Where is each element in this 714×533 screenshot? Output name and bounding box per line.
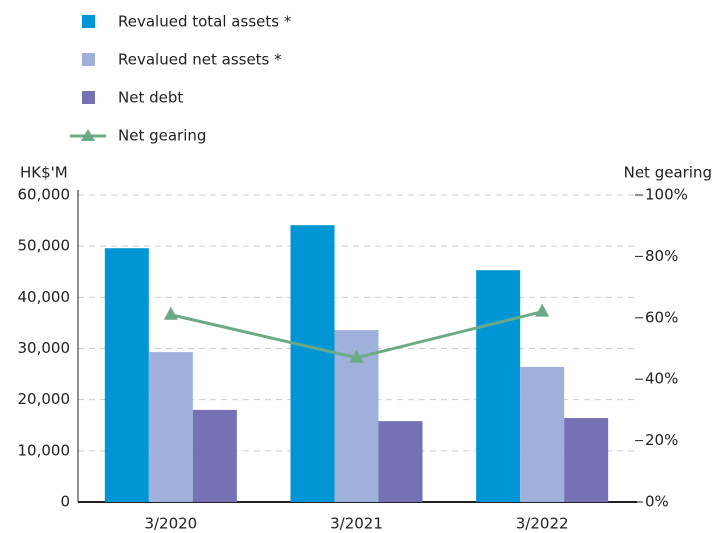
y2-tick-label: 20%	[645, 431, 678, 449]
legend-label: Revalued total assets *	[118, 13, 292, 31]
y-tick-label: 0	[60, 493, 70, 511]
y-axis-label: HK$'M	[20, 164, 68, 182]
legend-swatch	[82, 91, 95, 104]
legend-marker	[81, 129, 95, 141]
y2-tick-label: 100%	[645, 186, 688, 204]
legend-label: Net debt	[118, 89, 183, 107]
legend-label: Revalued net assets *	[118, 51, 282, 69]
line-marker	[349, 349, 364, 363]
y2-tick-label: 60%	[645, 308, 678, 326]
legend-label: Net gearing	[118, 127, 206, 145]
bar	[148, 352, 193, 502]
y-tick-label: 40,000	[18, 288, 71, 306]
y-tick-label: 30,000	[18, 339, 71, 357]
line-marker	[535, 303, 550, 317]
y-tick-label: 10,000	[18, 441, 71, 459]
y2-tick-label: 40%	[645, 370, 678, 388]
bar	[104, 248, 149, 502]
x-tick-label: 3/2022	[516, 515, 569, 533]
legend-swatch	[82, 53, 95, 66]
y-tick-label: 60,000	[18, 186, 71, 204]
line-marker	[163, 306, 178, 320]
y-tick-label: 50,000	[18, 237, 71, 255]
bar	[378, 421, 423, 502]
y-tick-label: 20,000	[18, 390, 71, 408]
y2-tick-label: 80%	[645, 247, 678, 265]
y2-tick-label: 0%	[645, 493, 669, 511]
bar	[476, 270, 521, 502]
bar	[290, 225, 335, 502]
bar	[564, 418, 609, 502]
x-tick-label: 3/2021	[330, 515, 383, 533]
bar	[192, 409, 237, 502]
x-tick-label: 3/2020	[144, 515, 197, 533]
bar	[520, 366, 565, 502]
y2-axis-label: Net gearing	[624, 164, 712, 182]
legend-swatch	[82, 15, 95, 28]
